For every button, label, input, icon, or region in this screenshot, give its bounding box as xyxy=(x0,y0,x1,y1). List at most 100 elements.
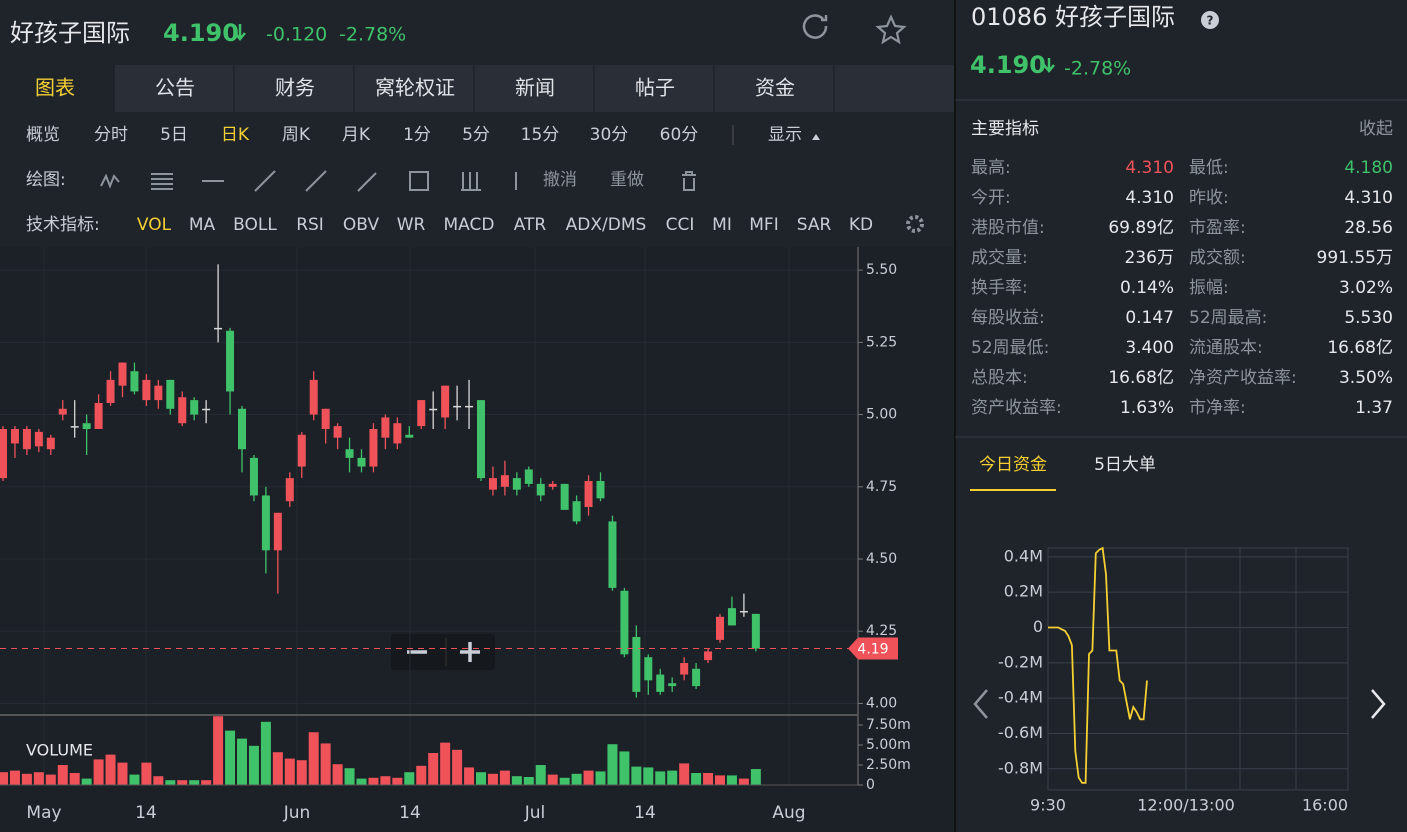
volume-bar xyxy=(57,765,68,785)
collapse-button[interactable]: 收起 xyxy=(1359,119,1393,139)
tool-line[interactable] xyxy=(357,172,377,192)
period[interactable]: 日K xyxy=(221,125,250,145)
metric-value: 0.14% xyxy=(1120,278,1174,298)
period[interactable]: 周K xyxy=(282,125,311,145)
tool-trash[interactable] xyxy=(515,171,696,191)
flow-tab[interactable]: 今日资金 xyxy=(979,455,1047,475)
period[interactable]: 1分 xyxy=(403,125,431,145)
indicator[interactable]: MACD xyxy=(444,215,495,235)
indicator[interactable]: BOLL xyxy=(233,215,277,235)
volume-bar xyxy=(296,760,307,785)
refresh-button[interactable] xyxy=(802,14,828,39)
candle-body xyxy=(572,501,581,522)
volume-bar xyxy=(691,773,702,785)
tab[interactable]: 公告 xyxy=(155,76,195,100)
indicator[interactable]: RSI xyxy=(296,215,324,235)
volume-bar xyxy=(225,730,236,785)
period[interactable]: 分时 xyxy=(94,125,128,145)
volume-bar xyxy=(93,759,104,785)
candle-body xyxy=(620,590,629,655)
volume-bar xyxy=(380,776,391,785)
tab[interactable]: 窝轮权证 xyxy=(375,76,455,100)
metric-value: 1.63% xyxy=(1120,398,1174,418)
tab[interactable]: 资金 xyxy=(755,76,795,100)
volume-bar xyxy=(511,776,522,785)
indicator[interactable]: SAR xyxy=(797,215,832,235)
volume-bar xyxy=(117,762,128,785)
volume-bar xyxy=(703,773,714,785)
indicator[interactable]: ADX/DMS xyxy=(566,215,647,235)
period[interactable]: 5分 xyxy=(462,125,490,145)
tool-ray[interactable] xyxy=(254,170,276,192)
favorite-button[interactable] xyxy=(875,14,907,45)
indicator[interactable]: KD xyxy=(849,215,873,235)
tab[interactable]: 新闻 xyxy=(515,76,555,100)
help-icon[interactable] xyxy=(1201,11,1219,29)
period[interactable]: 5日 xyxy=(160,125,188,145)
volume-bar xyxy=(476,772,486,785)
candle-body xyxy=(453,405,462,408)
indicator[interactable]: MA xyxy=(189,215,216,235)
volume-bar xyxy=(607,744,618,785)
volume-bar xyxy=(547,774,558,785)
metric-label: 振幅: xyxy=(1189,278,1229,298)
indicator[interactable]: MFI xyxy=(749,215,778,235)
indicator[interactable]: CCI xyxy=(666,215,695,235)
candle-body xyxy=(130,371,139,392)
candle-body xyxy=(716,616,724,640)
volume-bar xyxy=(535,765,546,785)
period[interactable]: 30分 xyxy=(590,125,629,145)
volume-bar xyxy=(523,777,534,785)
redo-button[interactable]: 重做 xyxy=(610,170,644,190)
x-tick-label: 12:00/13:00 xyxy=(1137,796,1235,815)
volume-bar xyxy=(141,762,152,785)
metric-label: 最高: xyxy=(971,158,1011,178)
period[interactable]: 概览 xyxy=(26,125,60,145)
period[interactable]: 60分 xyxy=(660,125,699,145)
tab[interactable]: 图表 xyxy=(35,76,75,100)
display-menu[interactable]: 显示 xyxy=(768,125,802,145)
volume-bar xyxy=(440,742,451,785)
indicator[interactable]: VOL xyxy=(137,215,172,235)
drawing-tools xyxy=(100,170,696,192)
volume-bar xyxy=(213,716,224,785)
candle-body xyxy=(154,385,163,401)
y-tick-label: 5.25 xyxy=(866,334,897,350)
prev-arrow[interactable] xyxy=(973,689,988,719)
indicator[interactable]: OBV xyxy=(343,215,380,235)
metric-value: 16.68亿 xyxy=(1327,338,1393,358)
x-tick-label: Jul xyxy=(524,803,546,823)
undo-button[interactable]: 撤消 xyxy=(543,170,577,190)
volume-title: VOLUME xyxy=(26,741,93,760)
candle-body xyxy=(596,481,605,499)
metric-label: 成交额: xyxy=(1189,248,1246,268)
indicator[interactable]: ATR xyxy=(514,215,547,235)
volume-bar xyxy=(595,771,606,785)
tool-lines[interactable] xyxy=(151,173,173,190)
settings-button[interactable] xyxy=(906,215,924,233)
y-tick-label: -0.8M xyxy=(998,758,1043,777)
flow-tab[interactable]: 5日大单 xyxy=(1094,455,1156,475)
candle-body xyxy=(202,408,211,411)
stock-name: 好孩子国际 xyxy=(10,19,130,47)
period[interactable]: 15分 xyxy=(521,125,560,145)
x-tick-label: Aug xyxy=(772,803,805,823)
volume-bar xyxy=(45,774,56,785)
candle-body xyxy=(118,362,127,386)
period[interactable]: 月K xyxy=(342,125,371,145)
tool-rect[interactable] xyxy=(409,171,429,191)
tab[interactable]: 帖子 xyxy=(635,76,675,100)
next-arrow[interactable] xyxy=(1371,689,1386,719)
candle-body xyxy=(381,417,390,438)
tab[interactable]: 财务 xyxy=(275,76,315,100)
indicator[interactable]: WR xyxy=(397,215,426,235)
indicator[interactable]: MI xyxy=(712,215,732,235)
volume-bar xyxy=(368,777,379,785)
candle-body xyxy=(560,483,569,510)
tool-candle[interactable] xyxy=(461,172,481,191)
tool-wave[interactable] xyxy=(100,173,120,189)
last-price-box xyxy=(848,637,898,660)
chart-bg xyxy=(0,247,955,832)
tool-segment[interactable] xyxy=(305,170,327,192)
